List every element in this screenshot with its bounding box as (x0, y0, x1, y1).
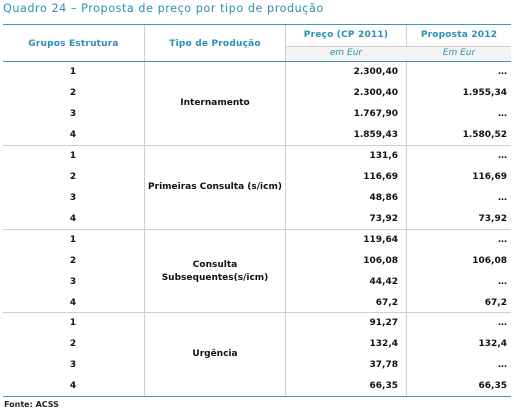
column-divider (285, 25, 286, 396)
price-value: 37,78 (369, 360, 398, 370)
section-divider (3, 229, 511, 230)
group-number: 4 (69, 130, 77, 140)
proposal-value: 132,4 (478, 339, 507, 349)
group-number: 3 (69, 277, 77, 287)
proposal-value: … (498, 109, 507, 119)
production-type-label: Primeiras Consulta (s/icm) (145, 181, 285, 194)
unit-label-proposta: Em Eur (442, 48, 476, 58)
price-table: Grupos Estrutura Tipo de Produção Preço … (3, 24, 511, 397)
price-value: 44,42 (369, 277, 398, 287)
price-value: 2.300,40 (353, 88, 398, 98)
header-proposta: Proposta 2012 (420, 30, 498, 40)
group-number: 2 (69, 339, 77, 349)
price-value: 106,08 (363, 256, 398, 266)
header-bottom-border (3, 61, 511, 62)
header-tipo-producao: Tipo de Produção (169, 39, 261, 49)
price-value: 119,64 (363, 235, 398, 245)
header-grupos-estrutura: Grupos Estrutura (28, 39, 119, 49)
proposal-value: … (498, 193, 507, 203)
group-number: 4 (69, 298, 77, 308)
header-divider (286, 46, 511, 47)
group-number: 2 (69, 256, 77, 266)
price-value: 48,86 (369, 193, 398, 203)
proposal-value: … (498, 277, 507, 287)
price-value: 132,4 (369, 339, 398, 349)
proposal-value: 1.580,52 (462, 130, 507, 140)
group-number: 1 (69, 235, 77, 245)
production-type-line: Consulta (192, 260, 238, 270)
proposal-value: … (498, 235, 507, 245)
proposal-value: … (498, 151, 507, 161)
header-preco: Preço (CP 2011) (303, 30, 389, 40)
production-type-label: Internamento (145, 97, 285, 110)
group-number: 4 (69, 381, 77, 391)
production-type-label: Consulta Subsequentes(s/icm) (145, 259, 285, 285)
price-value: 1.859,43 (353, 130, 398, 140)
price-value: 67,2 (375, 298, 398, 308)
section-divider (3, 312, 511, 313)
price-value: 116,69 (363, 172, 398, 182)
price-value: 131,6 (369, 151, 398, 161)
price-value: 1.767,90 (353, 109, 398, 119)
proposal-value: 66,35 (478, 381, 507, 391)
production-type-label: Urgência (145, 348, 285, 361)
production-type-line: Internamento (180, 98, 250, 108)
unit-label-preco: em Eur (329, 48, 363, 58)
price-value: 2.300,40 (353, 67, 398, 77)
proposal-value: … (498, 318, 507, 328)
production-type-line: Subsequentes(s/icm) (161, 273, 269, 283)
proposal-value: 73,92 (478, 214, 507, 224)
group-number: 1 (69, 151, 77, 161)
proposal-value: 1.955,34 (462, 88, 507, 98)
price-value: 66,35 (369, 381, 398, 391)
production-type-line: Urgência (192, 349, 238, 359)
group-number: 2 (69, 172, 77, 182)
group-number: 3 (69, 109, 77, 119)
proposal-value: 116,69 (472, 172, 507, 182)
group-number: 3 (69, 193, 77, 203)
proposal-value: 106,08 (472, 256, 507, 266)
unit-row-background (286, 47, 511, 60)
column-divider (406, 25, 407, 396)
group-number: 1 (69, 318, 77, 328)
group-number: 1 (69, 67, 77, 77)
column-divider (144, 25, 145, 396)
production-type-line: Primeiras Consulta (s/icm) (148, 182, 282, 192)
proposal-value: … (498, 360, 507, 370)
section-divider (3, 145, 511, 146)
price-value: 73,92 (369, 214, 398, 224)
group-number: 3 (69, 360, 77, 370)
proposal-value: … (498, 67, 507, 77)
group-number: 2 (69, 88, 77, 98)
table-caption: Quadro 24 – Proposta de preço por tipo d… (3, 2, 324, 15)
price-value: 91,27 (369, 318, 398, 328)
proposal-value: 67,2 (484, 298, 507, 308)
group-number: 4 (69, 214, 77, 224)
source-note: Fonte: ACSS (4, 400, 59, 409)
